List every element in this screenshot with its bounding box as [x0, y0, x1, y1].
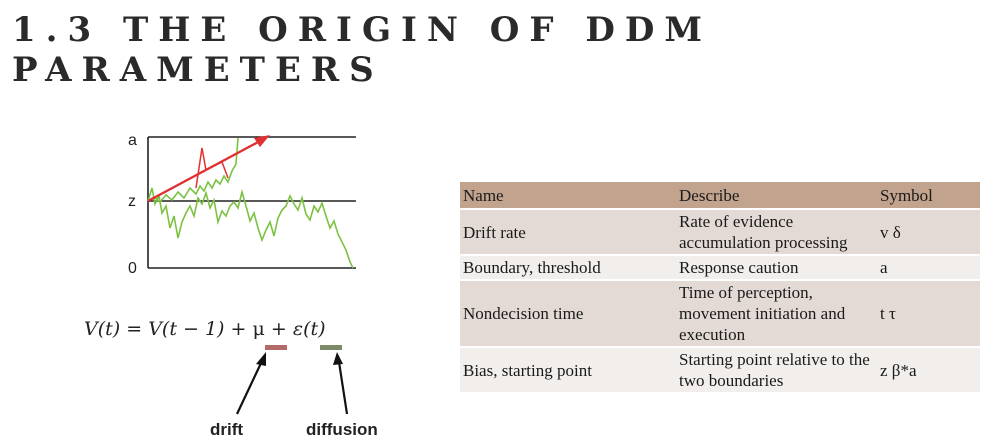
diffusion-path-upper — [147, 137, 239, 204]
cell-name: Bias, starting point — [460, 347, 676, 394]
cell-symbol: z β*a — [877, 347, 980, 394]
equation-previous-term: V(t − 1) — [148, 318, 225, 340]
equation-drift-term: μ — [252, 318, 265, 340]
ddm-equation: V(t) = V(t − 1) + μ + ε(t) — [84, 318, 326, 340]
cell-symbol: a — [877, 255, 980, 281]
cell-symbol: t τ — [877, 280, 980, 348]
cell-name: Nondecision time — [460, 280, 676, 348]
header-symbol: Symbol — [877, 182, 980, 210]
drift-caption: drift — [210, 420, 244, 439]
table-row: Boundary, threshold Response caution a — [460, 255, 980, 281]
cell-name: Boundary, threshold — [460, 255, 676, 281]
diffusion-caption: diffusion — [306, 420, 378, 439]
diffusion-callout-arrow — [337, 361, 349, 415]
starting-point-label: z — [128, 193, 136, 210]
table-row: Nondecision time Time of perception, mov… — [460, 280, 980, 348]
cell-name: Drift rate — [460, 209, 676, 256]
header-describe: Describe — [676, 182, 877, 210]
ddm-parameter-table: Name Describe Symbol Drift rate Rate of … — [460, 182, 980, 394]
drift-callout-arrowhead — [256, 352, 266, 366]
slide-title-line-2: PARAMETERS — [12, 50, 384, 90]
drift-term-underline — [265, 345, 287, 350]
lower-boundary-label: 0 — [128, 260, 137, 277]
equation-lhs: V(t) — [84, 318, 121, 340]
cell-describe: Response caution — [676, 255, 877, 281]
drift-arrow — [147, 139, 261, 203]
table-row: Drift rate Rate of evidence accumulation… — [460, 209, 980, 256]
diffusion-path-lower — [147, 187, 354, 269]
upper-boundary-label: a — [128, 132, 137, 149]
equation-noise-term: ε(t) — [292, 318, 326, 340]
cell-symbol: v δ — [877, 209, 980, 256]
drift-callout-arrow — [236, 360, 263, 415]
table-header-row: Name Describe Symbol — [460, 182, 980, 210]
cell-describe: Rate of evidence accumulation processing — [676, 209, 877, 256]
header-name: Name — [460, 182, 676, 210]
table-row: Bias, starting point Starting point rela… — [460, 347, 980, 394]
ddm-diagram: a z 0 — [128, 132, 356, 277]
equation-equals: = — [126, 318, 143, 340]
equation-plus-2: + — [270, 318, 287, 340]
drift-arrow-head — [254, 135, 270, 147]
diffusion-term-underline — [320, 345, 342, 350]
diffusion-callout-arrowhead — [333, 352, 343, 365]
equation-plus-1: + — [230, 318, 247, 340]
slide-title: 1.3 THE ORIGIN OF DDM PARAMETERS — [12, 10, 712, 90]
cell-describe: Time of perception, movement initiation … — [676, 280, 877, 348]
cell-describe: Starting point relative to the two bound… — [676, 347, 877, 394]
slide-title-line-1: 1.3 THE ORIGIN OF DDM — [12, 10, 712, 50]
